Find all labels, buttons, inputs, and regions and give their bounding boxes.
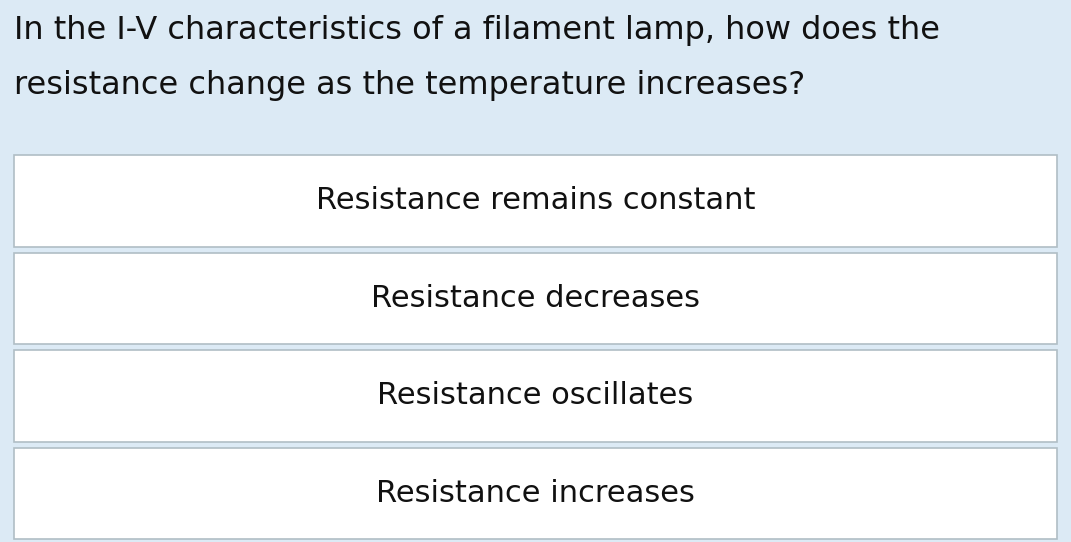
Text: Resistance decreases: Resistance decreases	[371, 284, 700, 313]
Text: In the I-V characteristics of a filament lamp, how does the: In the I-V characteristics of a filament…	[14, 15, 940, 46]
Bar	[14, 350, 1057, 442]
Text: Resistance remains constant: Resistance remains constant	[316, 186, 755, 215]
Text: Resistance oscillates: Resistance oscillates	[377, 381, 694, 410]
Bar	[14, 155, 1057, 247]
Bar	[14, 253, 1057, 344]
Text: resistance change as the temperature increases?: resistance change as the temperature inc…	[14, 70, 805, 101]
Text: Resistance increases: Resistance increases	[376, 479, 695, 508]
Bar	[14, 448, 1057, 539]
